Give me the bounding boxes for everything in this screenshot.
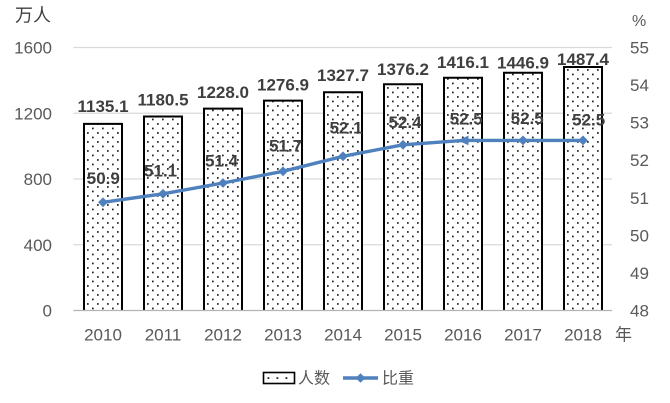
- svg-text:52.5: 52.5: [511, 109, 544, 128]
- svg-text:53: 53: [630, 114, 649, 133]
- svg-text:万人: 万人: [15, 6, 51, 26]
- svg-text:0: 0: [43, 302, 52, 321]
- svg-text:51: 51: [630, 189, 649, 208]
- svg-text:1487.4: 1487.4: [557, 50, 610, 69]
- svg-text:52.1: 52.1: [329, 118, 362, 137]
- svg-text:1180.5: 1180.5: [137, 91, 188, 110]
- svg-text:年: 年: [615, 326, 632, 345]
- svg-text:52: 52: [630, 151, 649, 170]
- svg-text:1228.0: 1228.0: [197, 83, 249, 102]
- svg-text:2015: 2015: [384, 326, 422, 345]
- svg-text:55: 55: [630, 39, 649, 58]
- svg-text:2017: 2017: [504, 326, 542, 345]
- svg-text:54: 54: [630, 76, 649, 95]
- svg-text:48: 48: [630, 302, 649, 321]
- svg-text:1327.7: 1327.7: [317, 66, 369, 85]
- svg-text:52.5: 52.5: [572, 111, 605, 130]
- svg-text:2013: 2013: [264, 326, 302, 345]
- svg-text:%: %: [632, 13, 646, 30]
- svg-text:49: 49: [630, 264, 649, 283]
- svg-text:51.1: 51.1: [144, 162, 177, 181]
- svg-text:1446.9: 1446.9: [497, 54, 549, 73]
- svg-text:2012: 2012: [204, 326, 242, 345]
- svg-text:2014: 2014: [324, 326, 362, 345]
- svg-text:2018: 2018: [564, 326, 602, 345]
- svg-text:2016: 2016: [444, 326, 482, 345]
- svg-text:1135.1: 1135.1: [77, 97, 128, 116]
- svg-text:51.4: 51.4: [205, 152, 239, 171]
- svg-text:2011: 2011: [145, 326, 182, 345]
- svg-text:1200: 1200: [14, 104, 52, 123]
- svg-text:400: 400: [24, 236, 52, 255]
- svg-text:人数: 人数: [298, 370, 330, 388]
- svg-text:50.9: 50.9: [87, 169, 120, 188]
- svg-text:1376.2: 1376.2: [377, 60, 429, 79]
- svg-text:比重: 比重: [382, 370, 414, 388]
- svg-text:52.5: 52.5: [450, 109, 483, 128]
- svg-text:50: 50: [630, 226, 649, 245]
- svg-text:1416.1: 1416.1: [437, 53, 489, 72]
- svg-text:1600: 1600: [14, 39, 52, 58]
- svg-text:51.7: 51.7: [269, 136, 302, 155]
- svg-text:800: 800: [24, 170, 52, 189]
- svg-text:52.4: 52.4: [388, 113, 422, 132]
- svg-text:2010: 2010: [84, 326, 122, 345]
- svg-text:1276.9: 1276.9: [257, 75, 309, 94]
